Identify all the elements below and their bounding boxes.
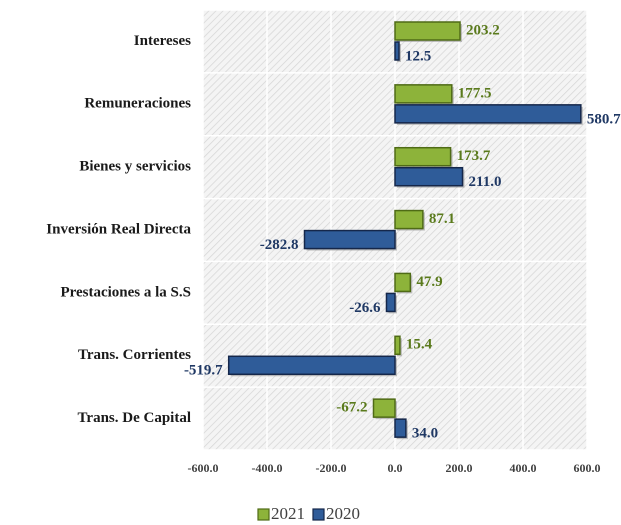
value-label: 177.5 <box>458 85 492 101</box>
value-label: 47.9 <box>416 274 442 290</box>
x-tick-label: -200.0 <box>316 461 347 475</box>
value-label: 87.1 <box>429 211 455 227</box>
bar <box>394 209 424 230</box>
bar <box>227 355 396 376</box>
value-label: 211.0 <box>469 174 502 190</box>
value-label: 34.0 <box>412 426 438 442</box>
category-label: Inversión Real Directa <box>46 221 191 237</box>
value-label: 15.4 <box>406 337 433 353</box>
x-tick-label: 600.0 <box>574 461 601 475</box>
category-label: Intereses <box>134 33 191 49</box>
x-tick-label: 200.0 <box>446 461 473 475</box>
legend-swatch <box>257 508 270 521</box>
value-label: 203.2 <box>466 22 500 38</box>
category-label: Trans. De Capital <box>78 410 191 426</box>
x-tick-label: 0.0 <box>388 461 403 475</box>
x-tick-label: 400.0 <box>510 461 537 475</box>
category-label: Trans. Corrientes <box>78 347 191 363</box>
bar <box>394 418 407 438</box>
bar <box>303 229 396 250</box>
bar <box>394 335 401 356</box>
bar <box>385 292 396 313</box>
legend-swatch <box>312 508 325 521</box>
bar <box>394 146 452 167</box>
legend-label: 2021 <box>271 504 305 523</box>
value-label: 173.7 <box>457 148 491 164</box>
bar <box>372 398 396 418</box>
value-label: -26.6 <box>349 300 381 316</box>
category-label: Bienes y servicios <box>79 159 191 175</box>
bar <box>394 84 453 104</box>
bar <box>394 272 412 293</box>
x-tick-label: -400.0 <box>252 461 283 475</box>
value-label: -519.7 <box>184 363 223 379</box>
value-label: -282.8 <box>260 237 299 253</box>
value-label: 580.7 <box>587 111 621 127</box>
legend-label: 2020 <box>326 504 360 523</box>
bar <box>394 104 582 124</box>
x-tick-label: -600.0 <box>188 461 219 475</box>
category-label: Prestaciones a la S.S <box>60 284 191 300</box>
bar <box>394 166 464 187</box>
value-label: 12.5 <box>405 48 431 64</box>
category-label: Remuneraciones <box>84 96 191 112</box>
bar <box>394 41 400 61</box>
bar <box>394 21 461 41</box>
value-label: -67.2 <box>336 400 367 416</box>
